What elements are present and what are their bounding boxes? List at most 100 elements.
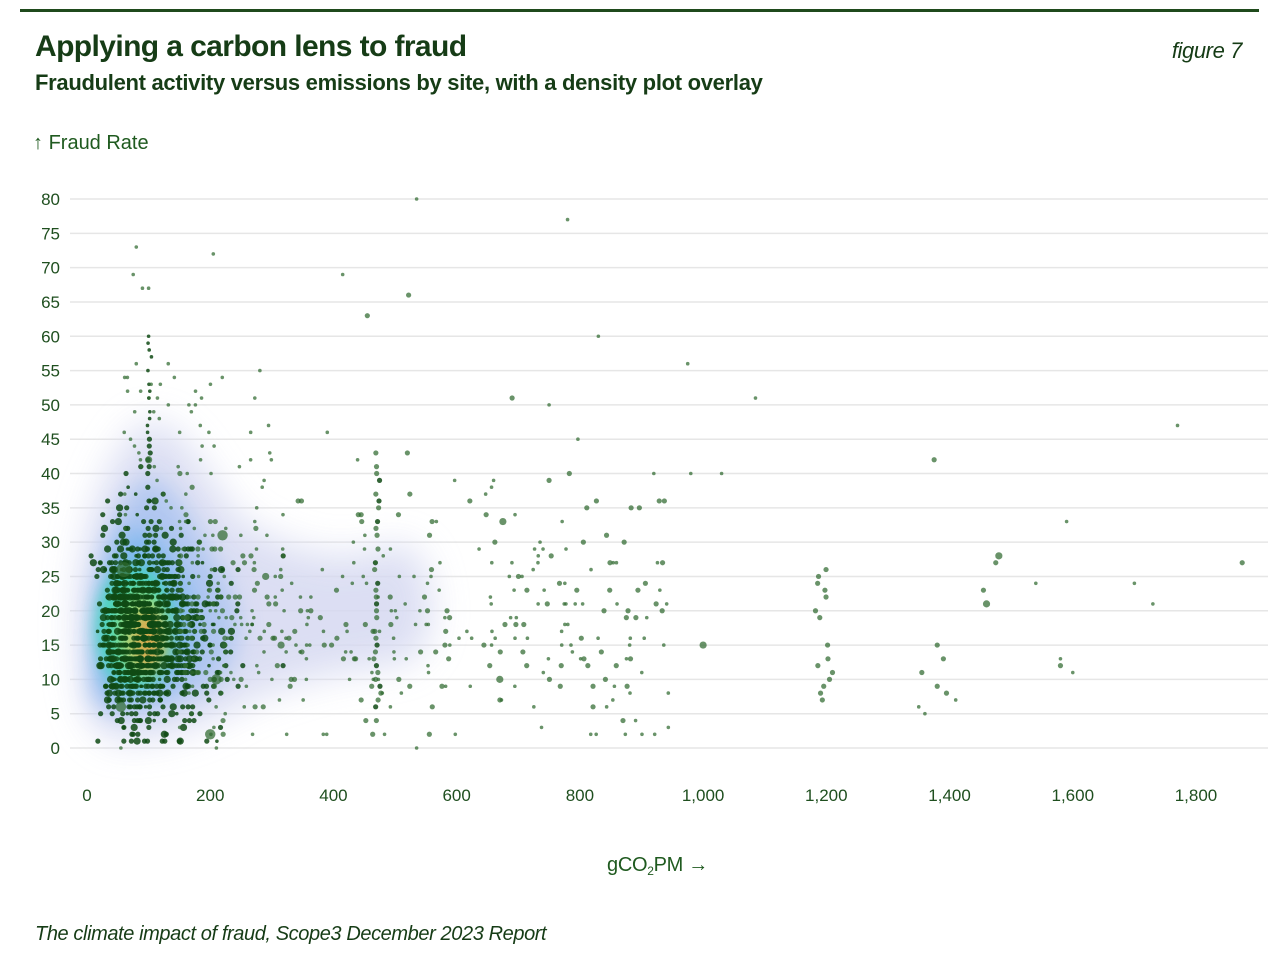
data-point: [373, 464, 380, 470]
data-point: [109, 518, 116, 525]
data-point: [560, 519, 564, 524]
data-point: [590, 704, 596, 710]
data-point: [333, 587, 340, 593]
data-point: [429, 704, 435, 710]
data-point: [260, 704, 266, 710]
data-point: [414, 197, 419, 201]
data-point: [113, 580, 119, 586]
data-point: [154, 499, 158, 503]
data-point: [136, 615, 140, 620]
data-point: [190, 649, 196, 655]
data-point: [123, 512, 128, 517]
data-point: [490, 629, 494, 634]
data-point: [525, 636, 530, 640]
data-point: [195, 546, 201, 552]
data-point: [176, 464, 180, 469]
data-point: [413, 622, 418, 627]
data-point: [524, 587, 530, 593]
data-point: [169, 703, 177, 711]
data-point: [152, 718, 156, 723]
data-point: [324, 732, 329, 737]
data-point: [452, 478, 457, 483]
data-point: [121, 669, 128, 676]
data-point: [184, 492, 188, 496]
data-point: [120, 552, 128, 560]
data-point: [573, 602, 578, 606]
data-point: [538, 540, 542, 544]
data-point: [919, 669, 925, 676]
data-point: [429, 574, 433, 579]
data-point: [154, 690, 160, 696]
x-tick-label: 1,600: [1052, 786, 1095, 805]
data-point: [200, 683, 206, 689]
data-point: [162, 717, 168, 724]
data-point: [127, 614, 136, 622]
y-tick-label: 50: [41, 396, 60, 415]
data-point: [108, 663, 114, 669]
data-point: [273, 595, 278, 599]
data-point: [188, 629, 192, 634]
data-point: [250, 608, 254, 613]
data-point: [190, 704, 196, 710]
data-point: [182, 642, 188, 648]
data-point: [604, 705, 609, 709]
data-point: [399, 691, 404, 695]
data-point: [216, 581, 220, 586]
data-point: [593, 498, 600, 504]
data-point: [115, 662, 124, 670]
data-point: [129, 731, 135, 737]
data-point: [109, 635, 115, 641]
data-point: [305, 622, 309, 627]
data-point: [177, 430, 182, 435]
data-point: [141, 594, 147, 600]
data-point: [153, 565, 162, 574]
data-point: [241, 560, 248, 566]
data-point: [100, 512, 106, 518]
data-point: [469, 636, 474, 640]
data-point: [135, 512, 140, 517]
data-point: [1034, 581, 1038, 586]
data-point: [222, 642, 228, 648]
data-point: [117, 716, 125, 725]
data-point: [109, 566, 115, 573]
data-point: [223, 526, 228, 531]
data-point: [425, 581, 430, 586]
data-point: [169, 538, 177, 546]
data-point: [151, 560, 156, 565]
data-point: [281, 554, 286, 558]
data-point: [404, 450, 410, 456]
data-point: [653, 601, 659, 607]
data-point: [325, 430, 330, 435]
data-point: [280, 588, 284, 592]
data-point: [146, 621, 152, 628]
data-point: [467, 498, 473, 504]
data-point: [239, 622, 244, 627]
data-point: [364, 581, 369, 586]
data-point: [151, 505, 157, 511]
data-point: [347, 677, 352, 682]
data-point: [594, 732, 598, 737]
data-point: [515, 573, 522, 580]
data-point: [169, 663, 175, 669]
data-point: [106, 560, 113, 566]
data-point: [1239, 560, 1245, 566]
data-point: [133, 711, 139, 717]
data-point: [200, 444, 204, 448]
data-point: [157, 601, 163, 607]
data-point: [149, 670, 153, 675]
data-point: [238, 615, 243, 620]
data-point: [612, 684, 617, 689]
data-point: [343, 621, 349, 628]
data-point: [218, 594, 224, 600]
data-point: [812, 608, 819, 614]
data-point: [101, 628, 107, 634]
data-point: [125, 669, 132, 676]
data-point: [255, 663, 259, 668]
data-point: [391, 636, 396, 640]
data-point: [209, 567, 214, 572]
data-point: [128, 437, 133, 441]
data-point: [266, 423, 271, 428]
data-point: [207, 573, 213, 580]
data-point: [137, 690, 143, 696]
data-point: [270, 677, 274, 682]
